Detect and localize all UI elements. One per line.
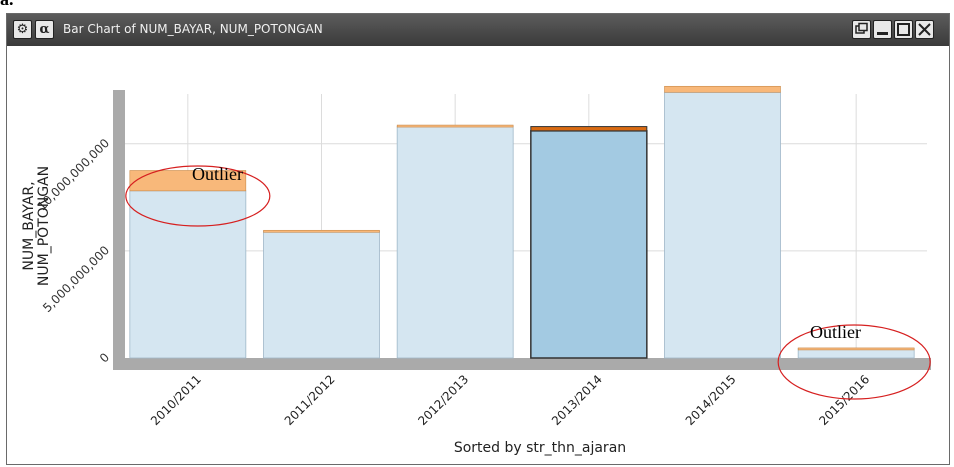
bar-num-potongan <box>263 229 380 233</box>
outlier-circle <box>777 324 931 400</box>
y-axis-line <box>113 90 125 370</box>
maximize-icon[interactable] <box>894 20 913 39</box>
figure-panel-label: a. <box>0 0 14 10</box>
x-tick-label: 2015/2016 <box>816 372 872 428</box>
x-tick-label: 2014/2015 <box>683 372 739 428</box>
bar-num-potongan <box>664 85 781 93</box>
chart-window: ⚙ α Bar Chart of NUM_BAYAR, NUM_POTONGAN… <box>6 13 950 465</box>
bar-num-bayar <box>129 190 247 359</box>
x-tick-label: 2013/2014 <box>549 372 605 428</box>
window-title: Bar Chart of NUM_BAYAR, NUM_POTONGAN <box>63 22 323 36</box>
x-axis-title: Sorted by str_thn_ajaran <box>454 440 626 456</box>
x-tick-label: 2011/2012 <box>282 372 338 428</box>
restore-icon[interactable] <box>852 20 871 39</box>
x-tick-label: 2012/2013 <box>415 372 471 428</box>
outlier-annotation: Outlier <box>192 164 243 184</box>
bar-num-potongan <box>396 124 514 128</box>
alpha-icon[interactable]: α <box>35 20 54 39</box>
x-axis-line <box>113 358 931 370</box>
bar-num-bayar <box>396 126 514 359</box>
y-tick-label: 0 <box>97 350 112 365</box>
bar-num-bayar <box>530 130 648 359</box>
bar-num-potongan <box>530 126 648 132</box>
window-titlebar[interactable]: ⚙ α Bar Chart of NUM_BAYAR, NUM_POTONGAN <box>7 14 949 46</box>
bar-num-potongan <box>797 347 915 351</box>
x-tick-label: 2010/2011 <box>148 372 204 428</box>
bar-num-potongan <box>129 170 247 192</box>
y-axis-title: NUM_POTONGAN <box>36 166 52 286</box>
close-icon[interactable] <box>915 20 934 39</box>
y-axis-title: NUM_BAYAR, <box>21 181 37 270</box>
bar-num-bayar <box>263 231 380 359</box>
minimize-icon[interactable] <box>873 20 892 39</box>
outlier-circle <box>125 165 271 227</box>
bar-num-bayar <box>664 91 781 359</box>
outlier-annotation: Outlier <box>810 322 861 342</box>
gear-icon[interactable]: ⚙ <box>13 20 32 39</box>
